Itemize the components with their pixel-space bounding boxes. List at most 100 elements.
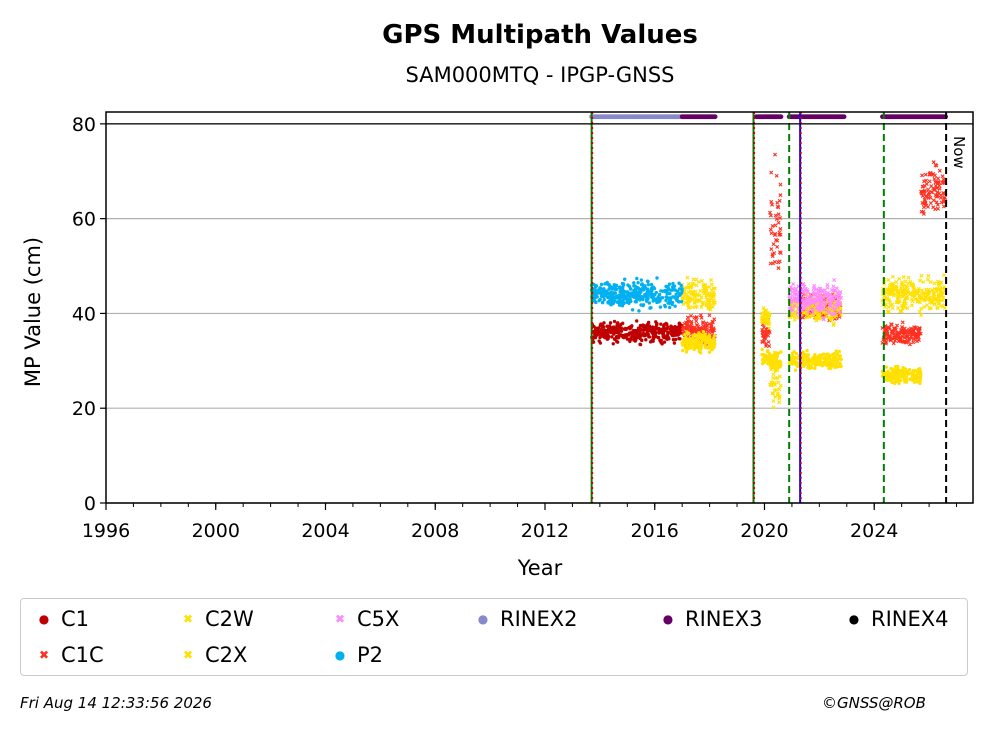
data-point [884, 365, 889, 369]
data-point [630, 308, 635, 312]
data-point [790, 287, 795, 292]
data-point [700, 321, 705, 326]
data-point [794, 361, 799, 365]
legend-label: C2W [205, 607, 254, 631]
data-point [611, 342, 615, 346]
data-point [773, 395, 778, 400]
data-point [813, 353, 817, 357]
data-point [653, 325, 657, 330]
data-point [903, 279, 908, 284]
data-point [773, 237, 778, 242]
data-point [905, 338, 910, 343]
data-point [660, 327, 664, 331]
data-point [628, 332, 633, 336]
data-point [918, 381, 922, 386]
data-point [803, 288, 808, 293]
data-point [694, 277, 699, 282]
data-point [767, 344, 772, 349]
data-point [683, 285, 688, 290]
data-point [669, 288, 673, 292]
data-point [925, 277, 930, 282]
legend-label: C2X [205, 643, 248, 667]
data-point [607, 295, 612, 300]
data-point [704, 301, 709, 306]
data-point [897, 381, 901, 386]
data-point [644, 298, 649, 302]
data-point [657, 330, 661, 335]
data-point [796, 315, 801, 320]
data-point [937, 283, 942, 288]
data-point [667, 331, 671, 335]
data-point [770, 254, 775, 259]
data-point [892, 381, 897, 386]
data-point [667, 305, 672, 310]
x-tick-label: 2008 [411, 520, 459, 542]
data-point [765, 318, 770, 323]
data-point [917, 299, 922, 304]
data-point [636, 280, 640, 285]
data-point [832, 355, 837, 360]
data-point [838, 354, 842, 358]
legend-marker-icon: ● [38, 612, 50, 626]
data-point [646, 282, 651, 287]
data-point [599, 282, 604, 287]
data-point [699, 295, 704, 300]
data-point [891, 341, 896, 346]
data-point [891, 281, 896, 286]
data-point [637, 309, 641, 313]
data-point [603, 292, 608, 296]
data-point [911, 369, 915, 373]
data-point [838, 312, 843, 317]
data-point [902, 305, 907, 310]
data-point [910, 375, 915, 379]
data-point [930, 288, 935, 293]
data-point [897, 337, 902, 342]
data-point [791, 360, 795, 364]
data-point [924, 287, 929, 292]
data-point [900, 290, 905, 295]
data-point [805, 315, 810, 320]
data-point [612, 332, 616, 336]
data-point [816, 357, 820, 361]
data-point [938, 195, 943, 200]
data-point [823, 299, 828, 304]
data-point [675, 289, 680, 294]
data-point [606, 333, 610, 337]
data-point [919, 372, 923, 377]
data-point [646, 329, 651, 333]
data-point [899, 282, 904, 287]
data-point [675, 327, 679, 331]
x-tick-label: 2020 [740, 520, 788, 542]
data-point [886, 309, 891, 314]
data-point [698, 351, 703, 355]
data-point [924, 178, 929, 183]
data-point [920, 288, 925, 293]
data-point [776, 351, 781, 355]
data-point [811, 289, 816, 294]
x-tick-label: 2024 [850, 520, 898, 542]
data-point [658, 338, 662, 343]
data-point [646, 332, 650, 336]
data-point [771, 376, 776, 381]
data-point [695, 333, 700, 337]
data-point [908, 377, 912, 381]
y-tick-label: 40 [72, 303, 96, 325]
data-point [608, 321, 613, 325]
data-point [698, 313, 703, 318]
data-point [792, 317, 797, 322]
data-point [669, 324, 673, 328]
data-point [928, 201, 933, 206]
data-point [906, 275, 911, 280]
data-point [915, 372, 920, 376]
data-point [818, 289, 823, 294]
data-point [704, 291, 709, 296]
data-point [666, 296, 670, 300]
data-point [774, 216, 779, 221]
data-point [623, 333, 627, 337]
data-point [698, 288, 703, 293]
data-point [618, 296, 622, 301]
data-point [762, 318, 767, 323]
data-point [777, 387, 782, 392]
data-point [935, 202, 940, 207]
data-point [671, 281, 675, 286]
